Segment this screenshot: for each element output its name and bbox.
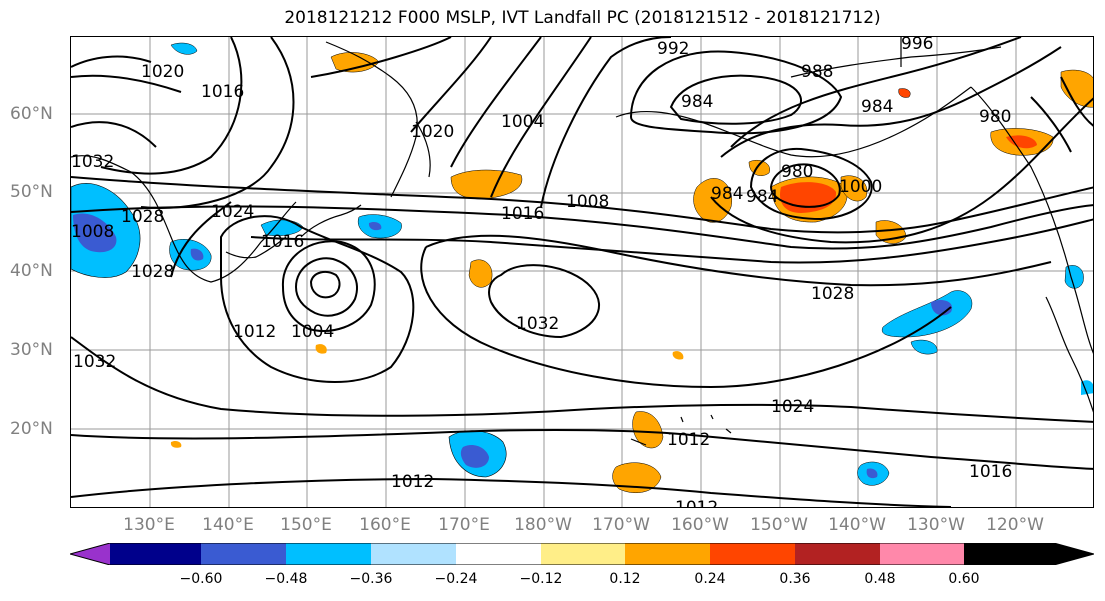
graticule [71,37,1093,507]
contour-label: 1032 [73,352,116,372]
colorbar-segment [286,543,371,565]
lat-label-20n: 20°N [10,419,53,439]
contour-label: 1028 [131,262,174,282]
ivt-colorbar [70,543,1094,565]
contour-label: 984 [746,187,778,207]
colorbar-segment [201,543,286,565]
colorbar-segment [625,543,710,565]
map-canvas: 992 988 996 984 984 980 1020 1016 1012 1… [71,37,1093,508]
contour-label: 1020 [141,62,184,82]
lon-label-150e: 150°E [280,515,332,535]
map-title: 2018121212 F000 MSLP, IVT Landfall PC (2… [284,8,881,28]
colorbar-segment [456,543,541,565]
lon-label-130e: 130°E [123,515,175,535]
colorbar-tick-label: 0.60 [948,571,980,587]
lat-label-30n: 30°N [10,340,53,360]
contour-label: 1016 [261,232,304,252]
contour-label: 1016 [501,204,544,224]
contour-label: 1012 [391,472,434,492]
ivt-negative-patches [71,42,1093,486]
ivt-positive-patches [170,52,1093,493]
contour-label: 992 [657,39,689,59]
map-panel: 992 988 996 984 984 980 1020 1016 1012 1… [70,36,1094,508]
contour-label: 1020 [411,122,454,142]
lon-label-140w: 140°W [828,515,886,535]
contour-label: 984 [681,92,713,112]
lon-label-130w: 130°W [907,515,965,535]
lat-label-50n: 50°N [10,182,53,202]
contour-label: 1012 [667,430,710,450]
lon-label-140e: 140°E [202,515,254,535]
mslp-isobars [71,37,1093,507]
contour-label: 1016 [969,462,1012,482]
colorbar-tick-label: 0.48 [864,571,896,587]
lon-label-180w: 180°W [514,515,572,535]
lon-label-160w: 160°W [671,515,729,535]
colorbar-tick-label: 0.12 [609,571,641,587]
contour-label: 1012 [675,498,718,508]
contour-label: 1032 [71,152,114,172]
contour-label: 1004 [501,112,544,132]
contour-label: 1004 [291,322,334,342]
contour-label: 1016 [201,82,244,102]
contour-label: 988 [801,62,833,82]
lon-label-170e: 170°E [438,515,490,535]
colorbar-tick-label: 0.36 [779,571,811,587]
contour-label: 980 [781,162,813,182]
colorbar-segment [880,543,964,565]
contour-label: 980 [979,107,1011,127]
contour-label: 1000 [839,177,882,197]
colorbar-tick-label: 0.24 [694,571,726,587]
contour-labels: 992 988 996 984 984 980 1020 1016 1012 1… [71,37,1012,508]
contour-label: 996 [901,37,933,54]
contour-label: 1012 [233,322,276,342]
colorbar-segment [110,543,201,565]
colorbar-segment [541,543,625,565]
contour-label: 1024 [771,397,814,417]
colorbar-segment [964,543,1094,565]
contour-label: 1032 [516,314,559,334]
contour-label: 1028 [811,284,854,304]
colorbar-tick-label: −0.36 [349,571,393,587]
colorbar-tick-label: −0.48 [264,571,308,587]
contour-label: 1028 [121,207,164,227]
colorbar-tick-label: −0.12 [519,571,563,587]
lon-label-170w: 170°W [592,515,650,535]
contour-label: 984 [711,184,743,204]
contour-label: 1024 [211,202,254,222]
lon-label-150w: 150°W [750,515,808,535]
contour-label: 1008 [71,222,114,242]
coastlines [71,37,1093,446]
colorbar-segment [371,543,456,565]
lon-label-160e: 160°E [359,515,411,535]
colorbar-segment [70,543,110,565]
contour-label: 1008 [566,192,609,212]
colorbar-segment [795,543,880,565]
lon-label-120w: 120°W [986,515,1044,535]
lat-label-40n: 40°N [10,261,53,281]
lat-label-60n: 60°N [10,104,53,124]
colorbar-tick-label: −0.24 [434,571,478,587]
contour-label: 984 [861,97,893,117]
colorbar-tick-label: −0.60 [179,571,223,587]
colorbar-segment [710,543,795,565]
